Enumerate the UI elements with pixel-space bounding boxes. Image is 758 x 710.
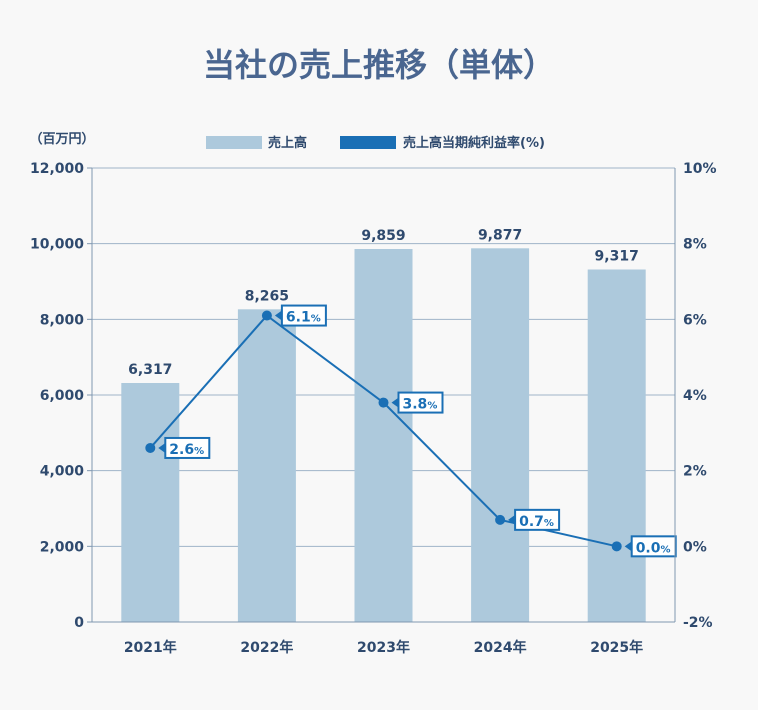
line-point [261,310,272,321]
line-label-pointer [158,442,166,453]
legend: 売上高 売上高当期純利益率(%) [206,135,545,151]
bar [471,248,530,622]
y-tick-label: 2,000 [40,539,85,555]
y2-tick-label: 10% [683,161,717,177]
y-tick-label: 4,000 [40,464,85,480]
legend-swatch-margin [340,136,396,149]
x-tick-label: 2024年 [474,639,527,656]
line-point [145,442,156,453]
line-label-pointer [274,310,282,321]
line-value-label: 0.7% [519,514,554,530]
bar-value-label: 9,877 [478,227,522,243]
legend-label-sales: 売上高 [268,135,307,151]
line-label-pointer [508,514,516,525]
x-tick-label: 2023年 [357,639,410,656]
line-point [378,397,389,408]
bar-value-label: 6,317 [128,362,172,378]
y-tick-label: 10,000 [30,237,84,253]
x-tick-label: 2021年 [124,639,177,656]
bar-value-label: 9,317 [595,249,639,265]
line-label-pointer [624,541,632,552]
bar [587,269,646,622]
line-point [495,514,506,525]
y2-tick-label: 8% [683,237,707,253]
line-value-label: 3.8% [403,397,438,413]
y2-tick-label: -2% [683,615,713,631]
line-value-label: 0.0% [636,540,671,556]
y2-tick-label: 0% [683,539,707,555]
y2-tick-label: 6% [683,312,707,328]
line-label-pointer [391,397,399,408]
bar [354,249,413,622]
y2-tick-label: 2% [683,464,707,480]
y-tick-label: 8,000 [40,312,85,328]
bar [237,309,296,622]
bar-value-label: 8,265 [245,288,289,304]
y2-tick-label: 4% [683,388,707,404]
line-point [611,541,622,552]
line-value-label: 2.6% [169,442,204,458]
legend-swatch-sales [206,136,262,149]
y-tick-label: 12,000 [30,161,84,177]
bar [121,383,180,622]
y-tick-label: 0 [74,615,84,631]
legend-label-margin: 売上高当期純利益率(%) [403,135,545,151]
bar-value-label: 9,859 [361,228,405,244]
line-value-label: 6.1% [286,310,321,326]
y-tick-label: 6,000 [40,388,85,404]
chart-title: 当社の売上推移（単体） [203,46,555,84]
x-tick-label: 2022年 [240,639,293,656]
x-tick-label: 2025年 [590,639,643,656]
y-axis-unit-label: （百万円） [29,131,94,147]
